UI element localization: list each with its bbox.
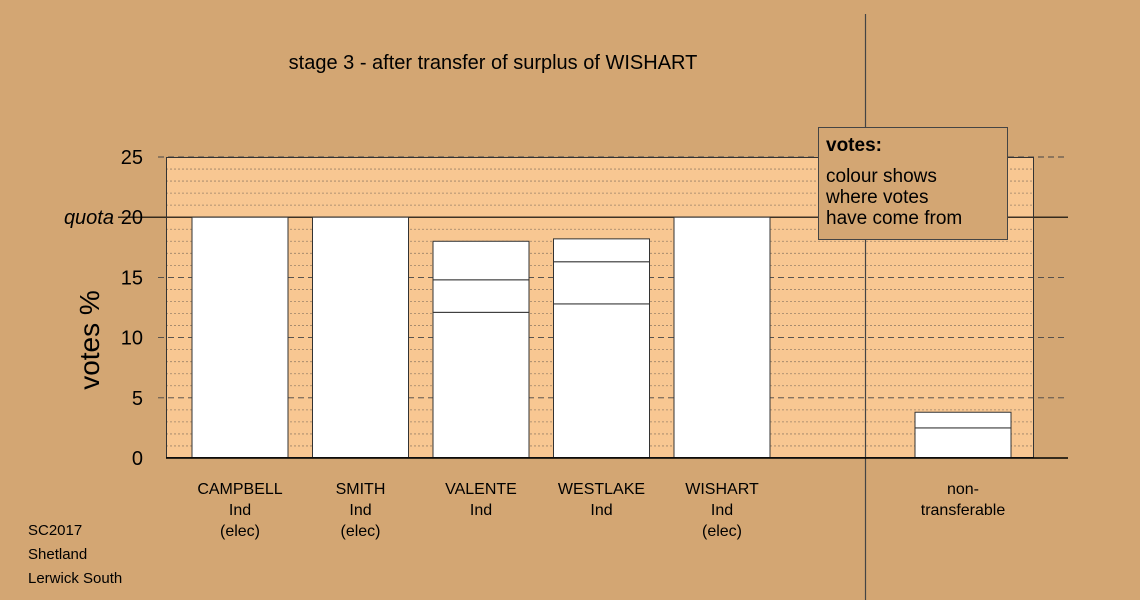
legend-title: votes: <box>826 135 882 156</box>
footer-council: Shetland <box>28 546 88 563</box>
x-tick-label: CAMPBELL <box>197 481 282 498</box>
y-tick-label: 5 <box>132 388 143 410</box>
y-tick-label: 15 <box>121 267 143 289</box>
x-tick-label: Ind <box>711 502 733 519</box>
y-tick-label: 0 <box>132 448 143 470</box>
x-tick-label: (elec) <box>340 523 380 540</box>
x-tick-label: (elec) <box>220 523 260 540</box>
bar-segment <box>432 240 530 281</box>
bar-segment <box>312 216 409 459</box>
quota-label: quota <box>64 207 114 229</box>
bar-segment <box>553 261 650 305</box>
x-tick-label: Ind <box>349 502 371 519</box>
y-tick-label: 10 <box>121 328 143 350</box>
y-ticks: 0 5 10 15 20 25 quota <box>64 147 143 470</box>
bar-segment <box>553 238 650 263</box>
x-tick-label: Ind <box>229 502 251 519</box>
chart-title: stage 3 - after transfer of surplus of W… <box>288 52 698 74</box>
footer-info: SC2017 Shetland Lerwick South <box>28 519 122 591</box>
x-tick-label: SMITH <box>336 481 386 498</box>
bar-segment <box>914 427 1012 459</box>
bar-segment <box>673 216 771 459</box>
x-tick-label: transferable <box>921 502 1006 519</box>
x-tick-label: (elec) <box>702 523 742 540</box>
y-axis-label: votes % <box>74 290 105 390</box>
footer-ward: Lerwick South <box>28 570 123 587</box>
footer-election: SC2017 <box>28 522 83 539</box>
y-tick-label: 25 <box>121 147 143 169</box>
x-tick-label: Ind <box>470 502 492 519</box>
x-tick-label: Ind <box>590 502 612 519</box>
x-tick-label: non- <box>947 481 979 498</box>
bar-segment <box>914 411 1012 429</box>
x-labels: CAMPBELL Ind (elec) SMITH Ind (elec) VALENTE In… <box>197 481 1005 540</box>
y-tick-label: 20 <box>121 207 143 229</box>
x-tick-label: WESTLAKE <box>558 481 645 498</box>
legend-text: colour shows where votes have come from <box>826 166 963 229</box>
bar-segment <box>553 303 650 459</box>
bar-segment <box>432 311 530 459</box>
bars <box>191 216 1012 459</box>
bar-segment <box>191 216 289 459</box>
x-tick-label: VALENTE <box>445 481 517 498</box>
legend-box: votes: colour shows where votes have com… <box>818 127 1008 240</box>
x-tick-label: WISHART <box>685 481 759 498</box>
bar-segment <box>432 279 530 313</box>
